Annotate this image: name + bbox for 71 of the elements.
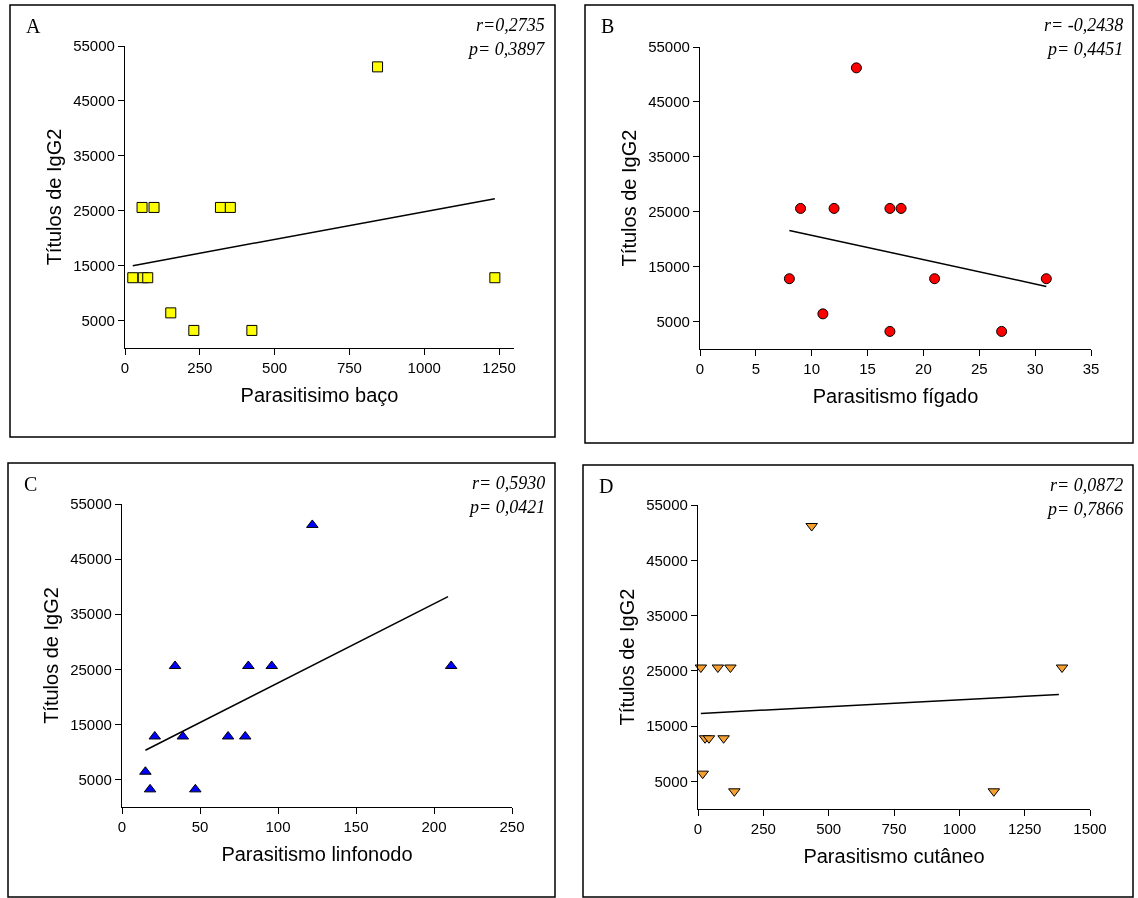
annotation: p= 0,7866 [1046,499,1124,519]
text: r= 0,0872 [1050,475,1124,495]
annotation: p= 0,4451 [1046,39,1124,59]
x-tick-label: 500 [262,359,288,377]
y-tick-label: 15000 [70,715,112,733]
x-axis-title: Parasitisimo baço [240,383,399,406]
y-tick-label: 5000 [78,770,112,788]
x-axis-title: Parasitismo linfonodo [221,842,413,865]
x-tick-label: 200 [421,818,447,836]
y-tick-label: 25000 [646,662,688,680]
x-tick-label: 20 [915,360,932,378]
y-tick-label: 45000 [648,93,690,111]
y-tick-label: 55000 [646,496,688,514]
x-axis-title: Parasitismo fígado [812,384,979,407]
x-tick-label: 0 [693,820,703,838]
y-tick-label: 55000 [70,495,112,513]
y-tick-label: 35000 [648,148,690,166]
x-tick-label: 250 [187,359,213,377]
text: D [599,475,614,497]
x-axis-title: Parasitismo cutâneo [803,844,985,867]
x-tick-label: 10 [803,360,821,378]
x-tick-label: 150 [343,818,369,836]
x-tick-label: 25 [970,360,988,378]
y-tick-label: 45000 [70,550,112,568]
y-tick-label: 25000 [648,202,690,220]
y-tick-label: 15000 [648,257,690,275]
x-tick-label: 30 [1026,360,1044,378]
x-tick-label: 250 [499,818,525,836]
y-tick-label: 25000 [73,201,115,219]
annotation: p= 0,0421 [468,497,546,517]
x-tick-label: 1250 [1007,820,1042,838]
text: C [24,473,38,495]
y-tick-label: 55000 [73,37,115,55]
y-tick-label: 5000 [81,311,115,329]
x-tick-label: 50 [191,818,209,836]
y-tick-label: 35000 [646,606,688,624]
x-tick-label: 0 [695,360,705,378]
x-tick-label: 1000 [942,820,977,838]
text: r= -0,2438 [1044,15,1124,35]
y-tick-label: 45000 [73,92,115,110]
x-tick-label: 750 [881,820,907,838]
x-tick-label: 0 [120,359,130,377]
x-tick-label: 5 [751,360,761,378]
text: B [601,15,615,37]
y-tick-label: 35000 [73,147,115,165]
x-tick-label: 250 [750,820,776,838]
text: A [26,15,41,37]
y-axis-title: Títulos de IgG2 [615,588,638,726]
x-tick-label: 1500 [1073,820,1107,838]
y-tick-label: 55000 [648,38,690,56]
y-tick-label: 5000 [654,772,688,790]
x-tick-label: 1250 [482,359,516,377]
x-tick-label: 100 [265,818,291,836]
y-tick-label: 15000 [73,256,115,274]
x-tick-label: 0 [117,818,127,836]
annotation: p= 0,3897 [467,39,546,59]
y-tick-label: 25000 [70,660,112,678]
y-axis-title: Títulos de IgG2 [42,128,65,266]
y-tick-label: 35000 [70,605,112,623]
y-tick-label: 15000 [646,717,688,735]
x-tick-label: 750 [336,359,362,377]
y-axis-title: Títulos de IgG2 [39,587,62,724]
y-axis-title: Títulos de IgG2 [617,129,640,267]
x-tick-label: 15 [859,360,876,378]
text: r= 0,5930 [472,473,546,493]
x-tick-label: 35 [1082,360,1100,378]
y-tick-label: 45000 [646,551,688,569]
x-tick-label: 1000 [407,359,441,377]
y-tick-label: 5000 [656,312,690,330]
text: r=0,2735 [476,15,545,35]
x-tick-label: 500 [816,820,842,838]
